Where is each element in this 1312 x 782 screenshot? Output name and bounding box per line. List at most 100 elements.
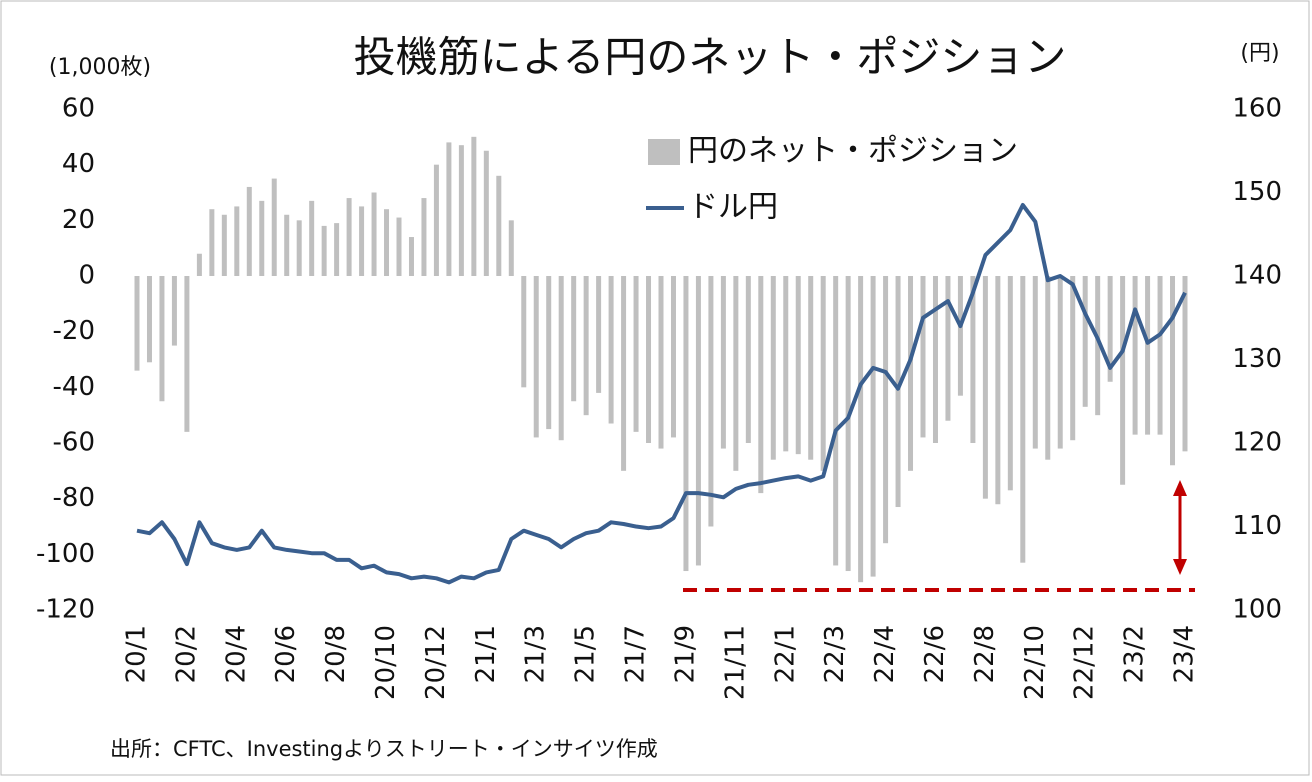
x-tick-label: 21/7 xyxy=(621,625,651,683)
bar xyxy=(583,276,589,416)
bar xyxy=(533,276,539,438)
bar xyxy=(845,276,851,572)
bar xyxy=(458,145,464,276)
bar xyxy=(770,276,776,460)
bar xyxy=(1007,276,1013,491)
bar xyxy=(371,192,377,276)
bar xyxy=(284,214,290,276)
bar xyxy=(1070,276,1076,441)
x-tick-label: 22/6 xyxy=(920,625,950,683)
bar xyxy=(1132,276,1138,435)
bar xyxy=(783,276,789,452)
bar xyxy=(920,276,926,438)
bar xyxy=(321,225,327,276)
x-tick-label: 20/6 xyxy=(271,625,301,683)
y-unit: (1,000枚) xyxy=(49,55,151,80)
bar xyxy=(146,276,152,363)
chart-title: 投機筋による円のネット・ポジション xyxy=(354,33,1067,82)
y2-tick-label: 160 xyxy=(1232,94,1282,124)
bar xyxy=(858,276,864,583)
x-tick-label: 22/4 xyxy=(870,625,900,683)
legend-swatch xyxy=(648,139,680,165)
x-tick-label: 21/3 xyxy=(521,625,551,683)
bar xyxy=(396,217,402,276)
bar xyxy=(196,253,202,276)
bar xyxy=(496,175,502,276)
x-tick-label: 20/2 xyxy=(171,625,201,683)
x-tick-label: 22/8 xyxy=(970,625,1000,683)
bar xyxy=(359,206,365,276)
y-tick-label: -100 xyxy=(36,539,95,569)
legend-label: 円のネット・ポジション xyxy=(688,134,1018,169)
bar xyxy=(808,276,814,460)
y-tick-label: 0 xyxy=(78,261,95,291)
bar xyxy=(1120,276,1126,485)
x-tick-label: 20/12 xyxy=(421,625,451,700)
bar xyxy=(384,209,390,276)
x-tick-label: 20/4 xyxy=(221,625,251,683)
bar xyxy=(982,276,988,499)
bar xyxy=(646,276,652,443)
bar xyxy=(995,276,1001,505)
bar xyxy=(683,276,689,572)
bar xyxy=(895,276,901,508)
y-tick-label: -20 xyxy=(53,316,95,346)
x-tick-label: 21/9 xyxy=(670,625,700,683)
bar xyxy=(221,214,227,276)
bar xyxy=(708,276,714,527)
x-tick-label: 21/5 xyxy=(571,625,601,683)
bar xyxy=(1020,276,1026,563)
bar xyxy=(1107,276,1113,382)
bar xyxy=(1045,276,1051,460)
y-tick-label: 20 xyxy=(62,205,95,235)
bar xyxy=(1057,276,1063,449)
bar xyxy=(745,276,751,443)
y2-tick-label: 100 xyxy=(1232,595,1282,625)
bar xyxy=(471,136,477,276)
y2-tick-label: 150 xyxy=(1232,177,1282,207)
y2-unit: (円) xyxy=(1240,41,1279,66)
y2-tick-label: 130 xyxy=(1232,344,1282,374)
x-tick-label: 22/10 xyxy=(1020,625,1050,700)
y-tick-label: 40 xyxy=(62,149,95,179)
bar xyxy=(833,276,839,566)
x-tick-label: 22/1 xyxy=(770,625,800,683)
x-tick-label: 22/3 xyxy=(820,625,850,683)
x-tick-label: 21/11 xyxy=(720,625,750,700)
bar xyxy=(408,237,414,276)
bar xyxy=(870,276,876,577)
bar xyxy=(1095,276,1101,416)
bar xyxy=(758,276,764,494)
y-tick-label: -120 xyxy=(36,595,95,625)
y-tick-label: 60 xyxy=(62,94,95,124)
x-tick-label: 22/12 xyxy=(1070,625,1100,700)
bar xyxy=(334,223,340,276)
y-tick-label: -40 xyxy=(53,372,95,402)
arrow-head xyxy=(1173,559,1187,575)
bar xyxy=(346,198,352,276)
bar xyxy=(733,276,739,471)
bar xyxy=(795,276,801,455)
bar xyxy=(658,276,664,449)
bar xyxy=(621,276,627,471)
bar xyxy=(883,276,889,544)
bar xyxy=(421,198,427,276)
bar xyxy=(970,276,976,443)
source-note: 出所：CFTC、Investingよりストリート・インサイツ作成 xyxy=(110,737,658,761)
bar xyxy=(234,206,240,276)
bar xyxy=(820,276,826,471)
bar xyxy=(908,276,914,471)
x-tick-label: 21/1 xyxy=(471,625,501,683)
y-tick-label: -80 xyxy=(53,483,95,513)
bar xyxy=(184,276,190,432)
arrow-head xyxy=(1173,480,1187,496)
bar xyxy=(296,220,302,276)
x-tick-label: 23/4 xyxy=(1170,625,1200,683)
bar xyxy=(259,200,265,276)
bar xyxy=(246,186,252,276)
bar xyxy=(159,276,165,402)
bar xyxy=(932,276,938,443)
bar xyxy=(720,276,726,449)
